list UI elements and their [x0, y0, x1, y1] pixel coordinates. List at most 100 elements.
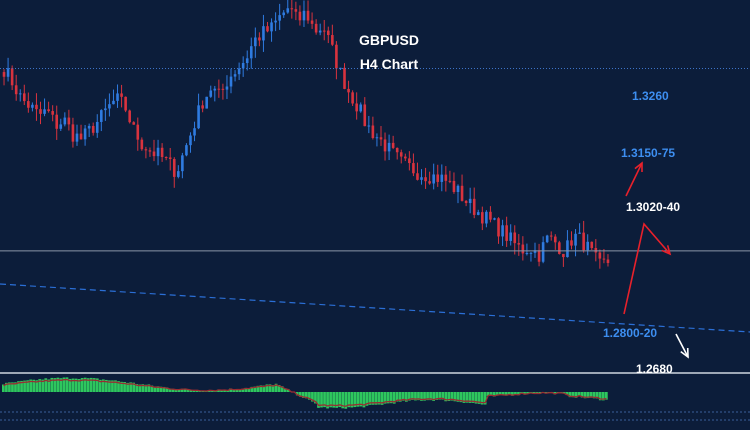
candle-body	[31, 104, 34, 108]
oscillator-bar	[274, 383, 278, 392]
candle-body	[213, 88, 217, 91]
oscillator-bar	[17, 381, 20, 392]
candle-body	[485, 211, 488, 224]
oscillator-bar	[138, 384, 142, 392]
oscillator-bar	[314, 392, 317, 404]
candle-body	[395, 147, 399, 153]
oscillator-bar	[86, 378, 90, 392]
candle-body	[574, 233, 577, 246]
oscillator-bar	[83, 377, 87, 392]
oscillator-bar	[420, 392, 423, 401]
oscillator-bar	[23, 380, 26, 392]
oscillator-bar	[526, 392, 529, 395]
candle-body	[168, 157, 172, 159]
oscillator-bar	[241, 388, 245, 392]
oscillator-bar	[59, 378, 63, 392]
oscillator-bar	[38, 379, 42, 392]
oscillator-bar	[111, 380, 114, 392]
oscillator-bar	[26, 380, 29, 392]
candle-body	[456, 185, 460, 192]
candle-body	[383, 139, 387, 152]
candle-body	[18, 93, 22, 95]
candle-body	[140, 139, 144, 150]
oscillator-bar	[362, 392, 366, 408]
oscillator-bar	[459, 392, 463, 403]
oscillator-bar	[268, 384, 272, 392]
candle-body	[310, 20, 314, 24]
candle-body	[148, 150, 152, 152]
oscillator-bar	[468, 392, 472, 403]
oscillator-bar	[98, 379, 102, 392]
oscillator-bar	[223, 389, 226, 392]
oscillator-bar	[371, 392, 375, 405]
oscillator-bar	[295, 392, 299, 396]
oscillator-bar	[8, 382, 11, 392]
oscillator-bar	[11, 382, 14, 392]
candle-body	[505, 225, 508, 241]
oscillator-bar	[568, 392, 572, 398]
oscillator-bar	[144, 384, 148, 392]
oscillator-bar	[35, 380, 39, 392]
oscillator-bar	[383, 392, 387, 404]
oscillator-bar	[514, 392, 517, 395]
oscillator-bar	[517, 392, 520, 396]
oscillator-bar	[353, 392, 357, 408]
oscillator-bar	[141, 384, 145, 392]
oscillator-bar	[95, 378, 99, 392]
candle-body	[553, 236, 557, 243]
oscillator-bar	[492, 392, 496, 397]
oscillator-bar	[598, 392, 602, 401]
candle-body	[177, 171, 180, 177]
oscillator-bar	[471, 392, 475, 403]
oscillator-bar	[447, 392, 451, 402]
candle-body	[525, 253, 529, 255]
oscillator-bar	[523, 392, 526, 395]
oscillator-bar	[414, 392, 417, 401]
oscillator-bar	[53, 378, 57, 392]
candle-body	[440, 174, 444, 182]
candle-body	[306, 10, 310, 21]
candle-body	[270, 22, 273, 32]
oscillator-bar	[68, 378, 72, 392]
oscillator-bar	[186, 389, 190, 392]
candle-body	[124, 96, 127, 111]
candle-body	[39, 109, 42, 114]
oscillator-bar	[126, 382, 129, 392]
candle-body	[136, 124, 140, 140]
chart-title-symbol: GBPUSD	[359, 32, 419, 48]
oscillator-bar	[153, 386, 157, 392]
candle-body	[322, 30, 326, 32]
oscillator-bar	[565, 392, 569, 396]
oscillator-bar	[114, 380, 117, 392]
candle-body	[497, 218, 500, 237]
oscillator-bar	[359, 392, 363, 407]
oscillator-bar	[56, 377, 60, 392]
oscillator-bar	[498, 392, 502, 396]
annotations	[0, 68, 750, 374]
oscillator-bar	[65, 377, 69, 392]
oscillator-bar	[150, 385, 154, 392]
oscillator-bar	[595, 392, 599, 399]
candle-body	[55, 114, 59, 129]
candle-body	[164, 157, 168, 159]
candle-body	[448, 180, 452, 182]
candle-body	[185, 145, 188, 156]
oscillator-bar	[311, 392, 314, 402]
candle-body	[537, 250, 541, 262]
candle-body	[258, 37, 261, 41]
oscillator-bar	[398, 392, 402, 402]
arrow-projection-main-head	[661, 245, 672, 256]
candle-body	[128, 110, 131, 123]
candle-body	[87, 125, 91, 129]
oscillator-bar	[495, 392, 499, 396]
level-label-5: 1.2680	[636, 362, 673, 376]
oscillator-bar	[286, 389, 290, 392]
oscillator-bar	[47, 379, 51, 392]
oscillator-bar	[480, 392, 484, 405]
oscillator-bar	[298, 392, 302, 397]
oscillator-bar	[501, 392, 505, 396]
candle-body	[112, 100, 115, 105]
candle-body	[225, 86, 229, 90]
candle-body	[318, 30, 322, 33]
oscillator-bar	[474, 392, 478, 404]
